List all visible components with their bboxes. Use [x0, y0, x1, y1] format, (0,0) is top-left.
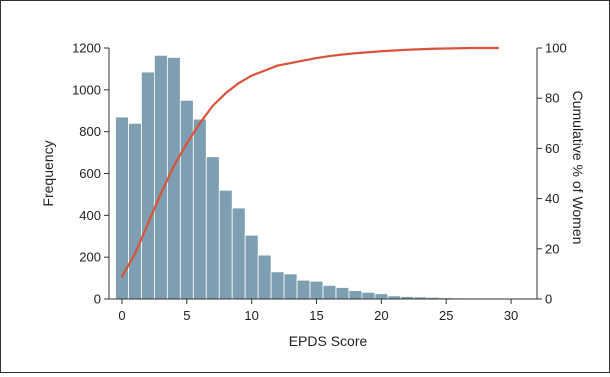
y2-tick-label-100: 100	[545, 41, 567, 56]
x-axis-title: EPDS Score	[289, 333, 368, 349]
bar-5	[180, 100, 193, 299]
y-axis-title: Frequency	[40, 140, 56, 206]
bar-1	[128, 123, 141, 299]
bar-19	[362, 292, 375, 299]
bar-2	[141, 72, 154, 299]
x-tick-label-5: 5	[183, 308, 190, 323]
y-tick-label-600: 600	[79, 166, 101, 181]
y-tick-label-400: 400	[79, 208, 101, 223]
bar-18	[349, 291, 362, 299]
x-tick-label-15: 15	[309, 308, 323, 323]
bar-7	[206, 157, 219, 299]
y-tick-label-0: 0	[94, 292, 101, 307]
bar-0	[115, 117, 128, 299]
bar-11	[258, 255, 271, 299]
y2-tick-label-20: 20	[545, 241, 559, 256]
y2-axis-title: Cumulative % of Women	[570, 91, 586, 245]
x-tick-label-20: 20	[374, 308, 388, 323]
bar-16	[323, 285, 336, 299]
histogram-bars	[115, 55, 504, 299]
y-tick-label-200: 200	[79, 250, 101, 265]
y2-tick-label-0: 0	[545, 292, 552, 307]
bar-15	[310, 281, 323, 299]
x-tick-label-0: 0	[118, 308, 125, 323]
bar-20	[375, 294, 388, 299]
y-tick-label-1000: 1000	[72, 82, 101, 97]
y2-tick-label-80: 80	[545, 91, 559, 106]
y-tick-label-800: 800	[79, 124, 101, 139]
x-tick-label-10: 10	[244, 308, 258, 323]
x-tick-label-25: 25	[439, 308, 453, 323]
bar-8	[219, 190, 232, 299]
bar-14	[297, 280, 310, 299]
bar-10	[245, 235, 258, 299]
y2-tick-label-60: 60	[545, 141, 559, 156]
y-tick-label-1200: 1200	[72, 41, 101, 56]
bar-17	[336, 287, 349, 299]
bar-12	[271, 272, 284, 299]
bar-6	[193, 119, 206, 299]
bar-3	[154, 55, 167, 299]
bar-13	[284, 274, 297, 299]
y2-tick-label-40: 40	[545, 191, 559, 206]
bar-9	[232, 208, 245, 299]
x-tick-label-30: 30	[504, 308, 518, 323]
